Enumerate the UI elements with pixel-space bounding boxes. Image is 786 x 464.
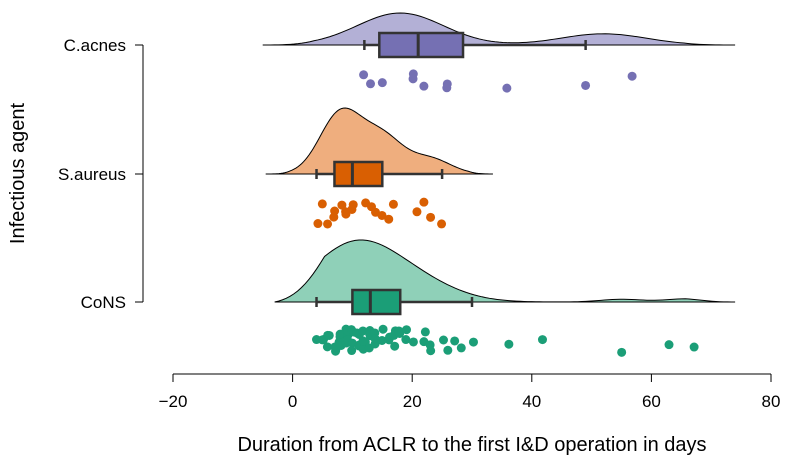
data-point (370, 334, 380, 344)
data-point (322, 342, 332, 352)
points-cons (312, 324, 699, 357)
y-axis-title: Infectious agent (7, 102, 29, 244)
x-tick-label: 0 (288, 392, 297, 411)
data-point (627, 71, 637, 81)
data-point (347, 346, 357, 356)
data-point (412, 207, 422, 217)
x-tick-label: −20 (159, 392, 188, 411)
points-cacnes (359, 69, 637, 93)
points-saureus (313, 197, 447, 229)
data-point (341, 209, 351, 219)
data-point (617, 347, 627, 357)
x-tick-label: 80 (762, 392, 781, 411)
density-cloud-cacnes (262, 12, 736, 46)
data-point (388, 199, 398, 209)
boxplot-layer (315, 31, 587, 316)
data-point (408, 337, 418, 347)
data-point (426, 212, 436, 222)
y-tick-label: CoNS (81, 293, 126, 312)
data-point (443, 345, 453, 355)
boxplot-cacnes (363, 31, 587, 59)
data-point (442, 79, 452, 89)
data-point (437, 219, 447, 229)
data-point (335, 329, 345, 339)
data-point (420, 327, 430, 337)
points-layer (312, 69, 699, 357)
data-point (329, 212, 339, 222)
data-point (313, 219, 323, 229)
x-axis-ticks: −20 0 20 40 60 80 (159, 374, 781, 411)
data-point (395, 328, 405, 338)
data-point (358, 336, 368, 346)
data-point (390, 341, 400, 351)
x-tick-label: 60 (642, 392, 661, 411)
data-point (358, 326, 368, 336)
boxplot-saureus (315, 160, 444, 188)
data-point (664, 340, 674, 350)
data-point (456, 343, 466, 353)
data-point (402, 325, 412, 335)
data-point (537, 335, 547, 345)
y-tick-label: S.aureus (58, 165, 126, 184)
data-point (689, 342, 699, 352)
data-point (377, 210, 387, 220)
data-point (366, 79, 376, 89)
data-point (419, 81, 429, 91)
density-layer (262, 12, 736, 303)
data-point (419, 197, 429, 207)
data-point (581, 80, 591, 90)
data-point (426, 346, 436, 356)
data-point (401, 335, 411, 345)
data-point (450, 336, 460, 346)
y-axis-ticks: C.acnes S.aureus CoNS (58, 36, 143, 312)
density-cloud-saureus (265, 107, 493, 175)
box-iqr (351, 288, 402, 316)
data-point (468, 337, 478, 347)
boxplot-cons (315, 288, 474, 316)
data-point (359, 70, 369, 80)
data-point (317, 199, 327, 209)
data-point (347, 204, 357, 214)
data-point (439, 335, 448, 345)
data-point (337, 200, 347, 210)
x-tick-label: 40 (522, 392, 541, 411)
data-point (502, 83, 512, 93)
data-point (504, 339, 514, 349)
data-point (378, 324, 388, 334)
x-axis-title: Duration from ACLR to the first I&D oper… (237, 434, 706, 456)
box-iqr (333, 160, 384, 188)
x-tick-label: 20 (403, 392, 422, 411)
box-iqr (378, 31, 465, 59)
data-point (384, 214, 394, 224)
y-tick-label: C.acnes (64, 36, 126, 55)
data-point (408, 74, 418, 84)
data-point (324, 330, 334, 340)
data-point (323, 219, 333, 229)
data-point (377, 335, 387, 345)
data-point (377, 78, 387, 88)
density-cloud-cons (274, 239, 736, 303)
